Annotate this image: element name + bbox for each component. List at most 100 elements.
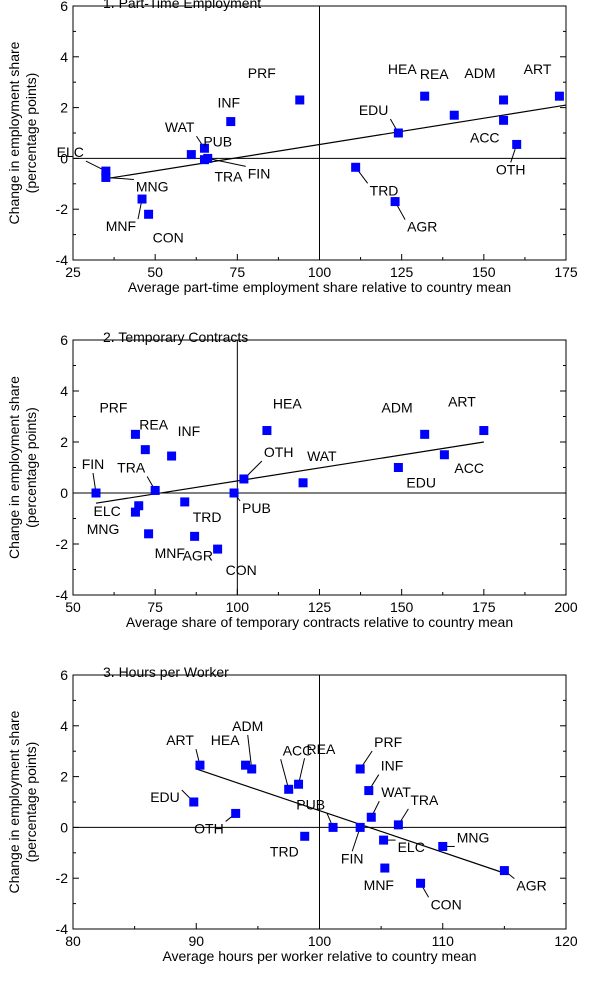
x-tick-label: 120 bbox=[554, 933, 578, 949]
point-label-mnf: MNF bbox=[155, 545, 185, 561]
point-elc bbox=[134, 501, 144, 511]
point-acc bbox=[499, 115, 509, 125]
x-axis-label: Average hours per worker relative to cou… bbox=[162, 948, 476, 964]
point-label-trd: TRD bbox=[270, 843, 299, 859]
point-label-adm: ADM bbox=[232, 718, 263, 734]
x-tick-label: 150 bbox=[390, 599, 414, 615]
x-tick-label: 125 bbox=[390, 264, 414, 280]
point-trd bbox=[180, 497, 190, 507]
y-tick-label: -4 bbox=[56, 921, 69, 937]
point-oth bbox=[231, 808, 241, 818]
point-adm bbox=[420, 429, 430, 439]
point-tra bbox=[393, 820, 403, 830]
x-tick-label: 75 bbox=[230, 264, 246, 280]
point-label-agr: AGR bbox=[407, 219, 437, 235]
point-label-acc: ACC bbox=[470, 129, 500, 145]
point-label-agr: AGR bbox=[516, 878, 546, 894]
point-adm bbox=[499, 95, 509, 105]
point-label-prf: PRF bbox=[374, 734, 402, 750]
y-axis-label: Change in employment share bbox=[6, 710, 22, 893]
point-wat bbox=[298, 478, 308, 488]
x-tick-label: 100 bbox=[226, 599, 250, 615]
point-label-hea: HEA bbox=[388, 61, 417, 77]
y-tick-label: -2 bbox=[56, 536, 69, 552]
leader-line-fin bbox=[207, 157, 246, 167]
point-label-prf: PRF bbox=[248, 65, 276, 81]
x-tick-label: 175 bbox=[554, 264, 578, 280]
point-prf bbox=[355, 764, 365, 774]
point-label-elc: ELC bbox=[398, 839, 425, 855]
x-tick-label: 75 bbox=[147, 599, 163, 615]
x-tick-label: 125 bbox=[308, 599, 332, 615]
point-rea bbox=[294, 779, 304, 789]
x-tick-label: 100 bbox=[308, 264, 332, 280]
y-tick-label: -4 bbox=[56, 252, 69, 268]
point-edu bbox=[393, 463, 403, 472]
point-label-hea: HEA bbox=[211, 732, 240, 748]
point-oth bbox=[512, 139, 522, 149]
y-axis-label: Change in employment share bbox=[6, 41, 22, 224]
x-tick-label: 175 bbox=[472, 599, 496, 615]
point-mnf bbox=[137, 194, 147, 204]
point-edu bbox=[393, 128, 403, 138]
y-tick-label: 4 bbox=[60, 383, 68, 399]
point-adm bbox=[247, 764, 257, 774]
point-label-inf: INF bbox=[381, 758, 404, 774]
point-label-acc: ACC bbox=[454, 460, 484, 476]
point-label-adm: ADM bbox=[382, 399, 413, 415]
point-label-pub: PUB bbox=[242, 500, 271, 516]
point-label-wat: WAT bbox=[381, 784, 411, 800]
point-label-edu: EDU bbox=[406, 475, 436, 491]
point-pub bbox=[186, 150, 196, 160]
leader-line-acc bbox=[280, 759, 290, 790]
point-fin bbox=[91, 488, 101, 498]
point-label-fin: FIN bbox=[248, 165, 271, 181]
y-tick-label: 2 bbox=[60, 100, 68, 116]
x-tick-label: 100 bbox=[308, 933, 332, 949]
point-hea bbox=[262, 426, 272, 436]
y-tick-label: 6 bbox=[60, 0, 68, 14]
point-con bbox=[144, 209, 154, 219]
point-label-mng: MNG bbox=[87, 521, 120, 537]
point-elc bbox=[101, 166, 111, 176]
panel-1: -4 -2 0 2 4 6 25 50 75 100 125 150 175 1. Part-Time E… bbox=[6, 0, 578, 295]
y-axis-label-units: (percentage points) bbox=[23, 407, 39, 528]
point-label-oth: OTH bbox=[194, 820, 224, 836]
point-label-pub: PUB bbox=[296, 796, 325, 812]
point-label-tra: TRA bbox=[214, 169, 243, 185]
y-tick-label: 4 bbox=[60, 718, 68, 734]
point-inf bbox=[226, 117, 236, 127]
point-label-trd: TRD bbox=[370, 182, 399, 198]
trend-line bbox=[196, 768, 505, 874]
point-rea bbox=[449, 110, 459, 120]
point-wat bbox=[366, 812, 376, 822]
leader-line-adm bbox=[247, 734, 253, 770]
y-axis-label: Change in employment share bbox=[6, 376, 22, 559]
point-acc bbox=[439, 450, 449, 460]
trend-line bbox=[95, 441, 484, 504]
y-tick-label: -2 bbox=[56, 870, 69, 886]
panel-3: -4 -2 0 2 4 6 80 90 100 110 120 3. Hours per Worker… bbox=[6, 664, 578, 964]
x-tick-label: 200 bbox=[554, 599, 578, 615]
point-label-mng: MNG bbox=[457, 829, 490, 845]
point-label-tra: TRA bbox=[117, 459, 146, 475]
panel-title: 1. Part-Time Employment bbox=[103, 0, 261, 11]
point-label-inf: INF bbox=[178, 423, 201, 439]
point-label-acc: ACC bbox=[283, 742, 313, 758]
point-label-art: ART bbox=[524, 61, 552, 77]
x-axis-label: Average share of temporary contracts rel… bbox=[126, 614, 513, 630]
y-tick-label: 0 bbox=[60, 485, 68, 501]
point-label-mnf: MNF bbox=[364, 877, 394, 893]
y-tick-label: 6 bbox=[60, 332, 68, 348]
point-inf bbox=[167, 451, 177, 461]
point-inf bbox=[364, 786, 374, 796]
point-label-trd: TRD bbox=[193, 509, 222, 525]
point-label-mng: MNG bbox=[136, 178, 169, 194]
point-hea bbox=[420, 91, 430, 101]
x-tick-label: 50 bbox=[147, 264, 163, 280]
y-tick-label: 2 bbox=[60, 769, 68, 785]
point-mnf bbox=[144, 529, 154, 539]
point-label-rea: REA bbox=[420, 66, 449, 82]
y-tick-label: 0 bbox=[60, 150, 68, 166]
